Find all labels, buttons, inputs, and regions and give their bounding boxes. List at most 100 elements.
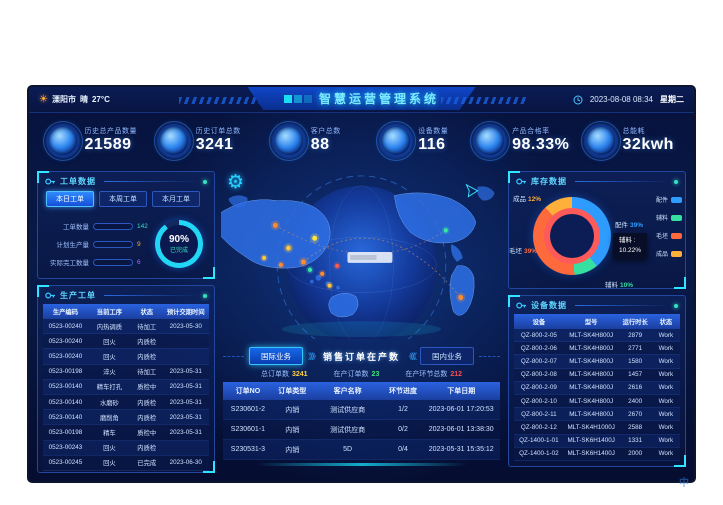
tab-today-orders[interactable]: 本日工单 xyxy=(46,191,94,207)
panel-title: 库存数据 xyxy=(531,177,567,186)
work-order-bars: 工单数量 142 计划生产量 9 实际完工数量 6 xyxy=(45,213,151,275)
table-cell: MLT-SK6H1400J xyxy=(563,434,619,448)
top-bar: ☀ 溧阳市 晴 27°C 智慧运营管理系统 2023-08-08 08:34 星… xyxy=(29,87,694,113)
bar-track xyxy=(93,222,133,230)
kpi-label: 历史总产品数量 xyxy=(84,127,137,135)
table-row[interactable]: QZ-800-2-09 MLT-SK4H800J 2616 Work xyxy=(514,381,680,395)
donut-hole xyxy=(550,214,594,258)
weather-widget: ☀ 溧阳市 晴 27°C xyxy=(39,94,110,105)
table-row[interactable]: 0523-00198 淬火 待加工 2023-05-31 xyxy=(43,364,209,380)
bar-track xyxy=(93,258,133,266)
gauge-value: 90% xyxy=(168,234,189,245)
international-business-button[interactable]: 国际业务 xyxy=(249,347,303,365)
table-cell: Work xyxy=(651,381,680,395)
table-row[interactable]: 0523-00240 回火 内质检 xyxy=(43,348,209,365)
table-cell: 0/4 xyxy=(383,439,423,460)
table-row[interactable]: QZ-800-2-12 MLT-SK4H1000J 2588 Work xyxy=(514,420,680,435)
table-cell: 2879 xyxy=(618,329,652,343)
bar-planned-output: 计划生产量 9 xyxy=(45,239,151,249)
table-row[interactable]: S230601-2 内销 测试供应商 1/2 2023-06-01 17:20:53 xyxy=(223,400,500,420)
logo-blocks-icon xyxy=(283,94,312,103)
table-cell: MLT-SK4H800J xyxy=(563,381,619,395)
column-header: 订单类型 xyxy=(272,382,312,400)
table-cell: QZ-800-2-11 xyxy=(514,407,564,422)
key-icon xyxy=(45,292,55,299)
table-cell: 回火 xyxy=(87,333,131,350)
table-cell xyxy=(162,440,209,456)
table-cell: 2000 xyxy=(618,447,652,461)
kpi-value: 88 xyxy=(310,135,330,153)
dashboard: ☀ 溧阳市 晴 27°C 智慧运营管理系统 2023-08-08 08:34 星… xyxy=(27,85,696,483)
table-cell: QZ-1400-1-02 xyxy=(514,447,564,461)
table-cell: 2023-05-31 xyxy=(162,409,209,426)
legend-item: 配件 xyxy=(656,195,682,204)
table-row[interactable]: 0523-00198 精车 质检中 2023-05-31 xyxy=(43,424,209,441)
table-cell: 内销 xyxy=(272,439,312,460)
device-table: 设备 型号 运行时长 状态 QZ-800-2-05 MLT-SK4H800J 287… xyxy=(514,314,680,461)
table-row[interactable]: 0523-00140 精车打孔 质检中 2023-05-31 xyxy=(43,379,209,395)
table-cell: Work xyxy=(651,368,680,382)
legend-swatch xyxy=(671,196,682,203)
table-cell: MLT-SK4H800J xyxy=(563,394,619,409)
table-header-row: 设备 型号 运行时长 状态 xyxy=(514,314,680,329)
kpi-orb-icon xyxy=(376,121,417,161)
table-row[interactable]: S230531-3 内销 5D 0/4 2023-05-31 15:35:12 xyxy=(223,439,500,460)
title-line xyxy=(104,181,199,182)
weather-condition: 晴 xyxy=(79,95,88,104)
map-tooltip xyxy=(347,252,393,263)
table-row[interactable]: 0523-00240 内热调质 待加工 2023-05-30 xyxy=(43,319,209,335)
donut-ring[interactable] xyxy=(533,197,611,275)
table-cell: 1/2 xyxy=(383,400,423,420)
domestic-business-button[interactable]: 国内业务 xyxy=(420,347,475,365)
panel-title: 生产工单 xyxy=(60,291,96,300)
orders-table: 订单NO 订单类型 客户名称 环节进度 下单日期 S230601-2 内销 测试供应… xyxy=(223,382,500,460)
table-cell: 2616 xyxy=(618,381,652,395)
table-cell: Work xyxy=(651,407,680,422)
table-row[interactable]: QZ-800-2-11 MLT-SK4H800J 2670 Work xyxy=(514,407,680,422)
table-row[interactable]: S230601-1 内销 测试供应商 0/2 2023-06-01 13:38:30 xyxy=(223,419,500,440)
chart-tooltip: 辅料 : 10.22% xyxy=(612,233,647,259)
tab-month-orders[interactable]: 本月工单 xyxy=(152,191,200,207)
table-cell: MLT-SK4H800J xyxy=(563,329,619,343)
title-dot xyxy=(674,179,678,184)
work-order-tabs: 本日工单 本周工单 本月工单 xyxy=(38,189,214,210)
table-row[interactable]: QZ-800-2-10 MLT-SK4H800J 2400 Work xyxy=(514,394,680,409)
table-cell: QZ-800-2-05 xyxy=(514,329,564,343)
title-plate: 智慧运营管理系统 xyxy=(247,87,476,110)
table-row[interactable]: QZ-1400-1-02 MLT-SK6H1400J 2000 Work xyxy=(514,447,680,461)
table-cell: S230601-1 xyxy=(223,419,273,440)
completion-gauge: 90% 已完成 xyxy=(155,220,203,268)
table-cell: 内质检 xyxy=(130,394,163,411)
cursor-icon xyxy=(465,183,479,198)
column-header: 型号 xyxy=(563,314,619,329)
datetime-label: 2023-08-08 08:34 xyxy=(589,95,653,104)
table-row[interactable]: QZ-800-2-08 MLT-SK4H800J 1457 Work xyxy=(514,368,680,382)
table-row[interactable]: 0523-00240 回火 内质检 xyxy=(43,333,209,350)
table-cell: 0523-00240 xyxy=(43,348,88,365)
table-cell: 质检中 xyxy=(130,379,163,395)
kpi-pass-rate: 产品合格率 98.33% xyxy=(469,117,577,165)
column-header: 状态 xyxy=(130,304,163,319)
legend-swatch xyxy=(671,232,682,239)
table-cell: Work xyxy=(651,394,680,409)
table-row[interactable]: QZ-1400-1-01 MLT-SK6H1400J 1331 Work xyxy=(514,434,680,448)
table-row[interactable]: 0523-00140 磨削角 内质检 2023-05-31 xyxy=(43,409,209,426)
table-cell: 1580 xyxy=(618,354,652,369)
sun-icon: ☀ xyxy=(39,93,48,105)
sales-orders-title: 销售订单在产数 xyxy=(323,351,401,362)
table-row[interactable]: QZ-800-2-06 MLT-SK4H800J 2771 Work xyxy=(514,341,680,356)
table-row[interactable]: QZ-800-2-07 MLT-SK4H800J 1580 Work xyxy=(514,354,680,369)
kpi-value: 116 xyxy=(418,135,446,153)
table-row[interactable]: QZ-800-2-05 MLT-SK4H800J 2879 Work xyxy=(514,329,680,343)
tab-week-orders[interactable]: 本周工单 xyxy=(99,191,147,207)
kpi-label: 产品合格率 xyxy=(512,127,550,135)
table-cell: 0523-00140 xyxy=(43,409,88,426)
kpi-energy: 总能耗 32kwh xyxy=(577,117,685,165)
table-row[interactable]: 0523-00245 回火 已完成 2023-06-30 xyxy=(43,455,209,471)
table-cell: 5D xyxy=(311,439,384,460)
gear-icon[interactable]: ⚙ xyxy=(227,172,245,193)
table-row[interactable]: 0523-00243 回火 内质检 xyxy=(43,440,209,456)
table-row[interactable]: 0523-00140 水磨砂 内质检 2023-05-31 xyxy=(43,394,209,411)
table-cell: QZ-800-2-10 xyxy=(514,394,564,409)
time-group: 2023-08-08 08:34 星期二 xyxy=(573,94,684,105)
